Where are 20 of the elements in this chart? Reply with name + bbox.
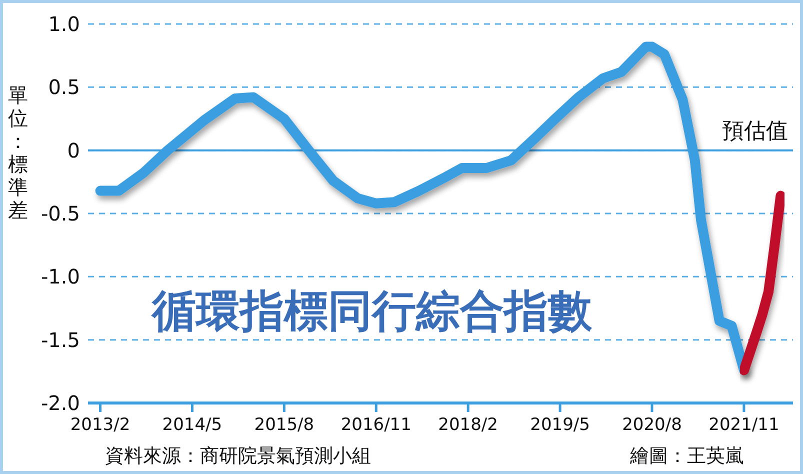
x-tick-label: 2019/5: [530, 415, 590, 435]
text: 預估值: [722, 119, 788, 144]
x-tick-label: 2020/8: [622, 415, 682, 435]
x-tick-label: 2018/2: [438, 415, 498, 435]
y-tick-label: -1.5: [40, 328, 80, 352]
x-tick-label: 2016/11: [340, 415, 412, 435]
y-tick-label: 1.0: [48, 12, 80, 36]
y-tick-label: 0: [67, 138, 80, 162]
x-tick-label: 2021/11: [708, 415, 780, 435]
x-tick-label: 2014/5: [162, 415, 222, 435]
y-tick-label: -2.0: [40, 391, 80, 415]
x-tick-label: 2015/8: [254, 415, 314, 435]
y-tick-label: 0.5: [48, 75, 80, 100]
y-tick-label: -0.5: [40, 202, 80, 226]
y-tick-label: -1.0: [40, 264, 80, 289]
y-axis-title: 單位：標準差: [8, 83, 28, 222]
x-tick-label: 2013/2: [70, 415, 130, 435]
text: 繪圖：王英嵐: [629, 445, 744, 467]
source-note: 資料來源：商研院景氣預測小組: [105, 445, 371, 467]
text: 循環指標同行綜合指數: [150, 286, 593, 337]
